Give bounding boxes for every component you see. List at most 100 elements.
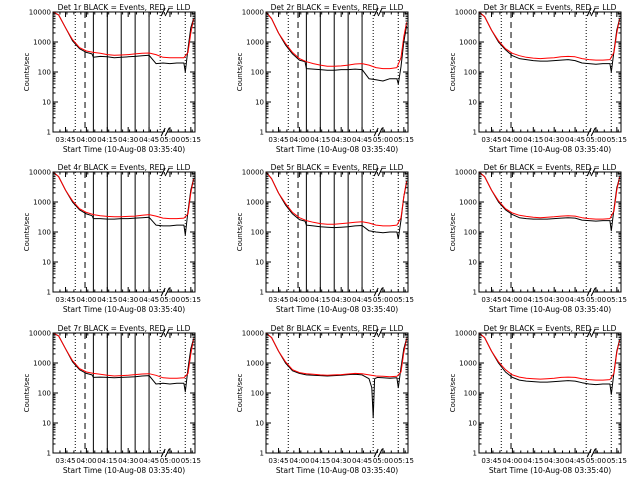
x-tick-label: 04:00 (502, 296, 522, 304)
axis-break-gap (376, 168, 381, 176)
y-tick-label: 100 (464, 69, 477, 77)
y-tick-label: 10000 (242, 169, 264, 177)
y-tick-label: 1 (47, 129, 51, 137)
y-tick-label: 100 (464, 229, 477, 237)
y-tick-label: 100 (251, 229, 264, 237)
x-axis-label: Start Time (10-Aug-08 03:35:40) (489, 305, 611, 314)
plot-frame (265, 332, 409, 454)
axis-break-gap (376, 329, 381, 337)
x-tick-label: 05:15 (394, 457, 414, 465)
series-line-lld (266, 12, 408, 70)
y-tick-label: 1 (260, 289, 264, 297)
series-line-lld (479, 333, 621, 381)
plot-area (53, 172, 195, 292)
x-tick-label: 04:30 (544, 136, 564, 144)
axis-break-mark (586, 127, 592, 137)
axis-break-mark (160, 328, 166, 338)
x-tick-label: 03:45 (268, 296, 288, 304)
y-tick-label: 10000 (455, 169, 477, 177)
y-axis-label: Counts/sec (236, 374, 244, 413)
axis-break-mark (160, 7, 166, 17)
y-tick-label: 10 (255, 259, 264, 267)
axis-break-mark (373, 448, 379, 458)
axis-break-mark (586, 448, 592, 458)
axis-break-gap (163, 288, 168, 296)
y-axis-label: Counts/sec (236, 53, 244, 92)
y-axis-label: Counts/sec (23, 213, 31, 252)
y-tick-label: 10 (42, 420, 51, 428)
x-tick-label: 04:30 (331, 457, 351, 465)
series-line-events (266, 12, 408, 85)
chart-panel-7: 1 10 100 1000 10000 03:45 04:00 04:15 04:30 04:45… (23, 324, 201, 475)
x-tick-label: 04:15 (97, 136, 117, 144)
axis-break-mark (164, 328, 170, 338)
y-tick-label: 100 (38, 69, 51, 77)
x-axis-label: Start Time (10-Aug-08 03:35:40) (63, 466, 185, 475)
x-tick-label: 03:45 (481, 457, 501, 465)
y-tick-label: 10000 (242, 330, 264, 338)
y-tick-label: 10 (255, 420, 264, 428)
series-line-events (266, 172, 408, 240)
y-axis-label: Counts/sec (449, 374, 457, 413)
chart-panel-4: 1 10 100 1000 10000 03:45 04:00 04:15 04:30 04:45… (23, 163, 201, 314)
axis-break-mark (586, 7, 592, 17)
x-tick-label: 04:30 (331, 136, 351, 144)
axis-break-mark (160, 448, 166, 458)
x-tick-label: 05:15 (181, 296, 201, 304)
y-tick-label: 1000 (33, 360, 51, 368)
chart-title: Det 2r BLACK = Events, RED = LLD (271, 3, 404, 12)
x-tick-label: 05:00 (373, 136, 393, 144)
x-tick-label: 04:15 (310, 296, 330, 304)
x-tick-label: 04:30 (544, 296, 564, 304)
plot-area (479, 333, 621, 453)
x-tick-label: 04:30 (118, 296, 138, 304)
y-tick-label: 10 (468, 259, 477, 267)
axis-break-gap (589, 449, 594, 457)
y-tick-label: 1000 (33, 39, 51, 47)
plot-area (266, 12, 408, 132)
axis-break-mark (590, 7, 596, 17)
axis-break-gap (589, 288, 594, 296)
series-line-events (479, 172, 621, 232)
axis-break-gap (589, 128, 594, 136)
axis-break-gap (376, 128, 381, 136)
axis-break-mark (160, 127, 166, 137)
x-tick-label: 05:15 (181, 457, 201, 465)
y-tick-label: 10000 (29, 330, 51, 338)
y-tick-label: 10000 (29, 9, 51, 17)
chart-title: Det 9r BLACK = Events, RED = LLD (484, 324, 617, 333)
x-tick-label: 04:45 (565, 457, 585, 465)
x-tick-label: 04:00 (289, 136, 309, 144)
y-tick-label: 100 (251, 390, 264, 398)
plot-frame (52, 332, 196, 454)
chart-panel-3: 1 10 100 1000 10000 03:45 04:00 04:15 04:30 04:45… (449, 3, 627, 154)
x-tick-label: 04:00 (502, 457, 522, 465)
y-tick-label: 10 (255, 99, 264, 107)
axis-break-mark (164, 287, 170, 297)
axis-break-mark (377, 287, 383, 297)
series-line-lld (53, 333, 195, 379)
axis-break-mark (377, 328, 383, 338)
series-line-events (479, 12, 621, 73)
x-tick-label: 05:15 (607, 457, 627, 465)
y-tick-label: 100 (251, 69, 264, 77)
x-tick-label: 04:30 (544, 457, 564, 465)
x-tick-label: 05:00 (586, 136, 606, 144)
y-tick-label: 1 (47, 289, 51, 297)
x-tick-label: 04:15 (310, 136, 330, 144)
x-tick-label: 03:45 (481, 136, 501, 144)
plot-frame (52, 171, 196, 293)
chart-title: Det 8r BLACK = Events, RED = LLD (271, 324, 404, 333)
axis-break-mark (164, 127, 170, 137)
axis-break-mark (590, 328, 596, 338)
axis-break-gap (163, 8, 168, 16)
axis-break-gap (376, 8, 381, 16)
plot-area (266, 333, 408, 453)
axis-break-mark (377, 167, 383, 177)
axis-break-mark (373, 7, 379, 17)
x-tick-label: 05:00 (160, 296, 180, 304)
axis-break-gap (589, 329, 594, 337)
y-tick-label: 10 (468, 420, 477, 428)
axis-break-mark (160, 287, 166, 297)
